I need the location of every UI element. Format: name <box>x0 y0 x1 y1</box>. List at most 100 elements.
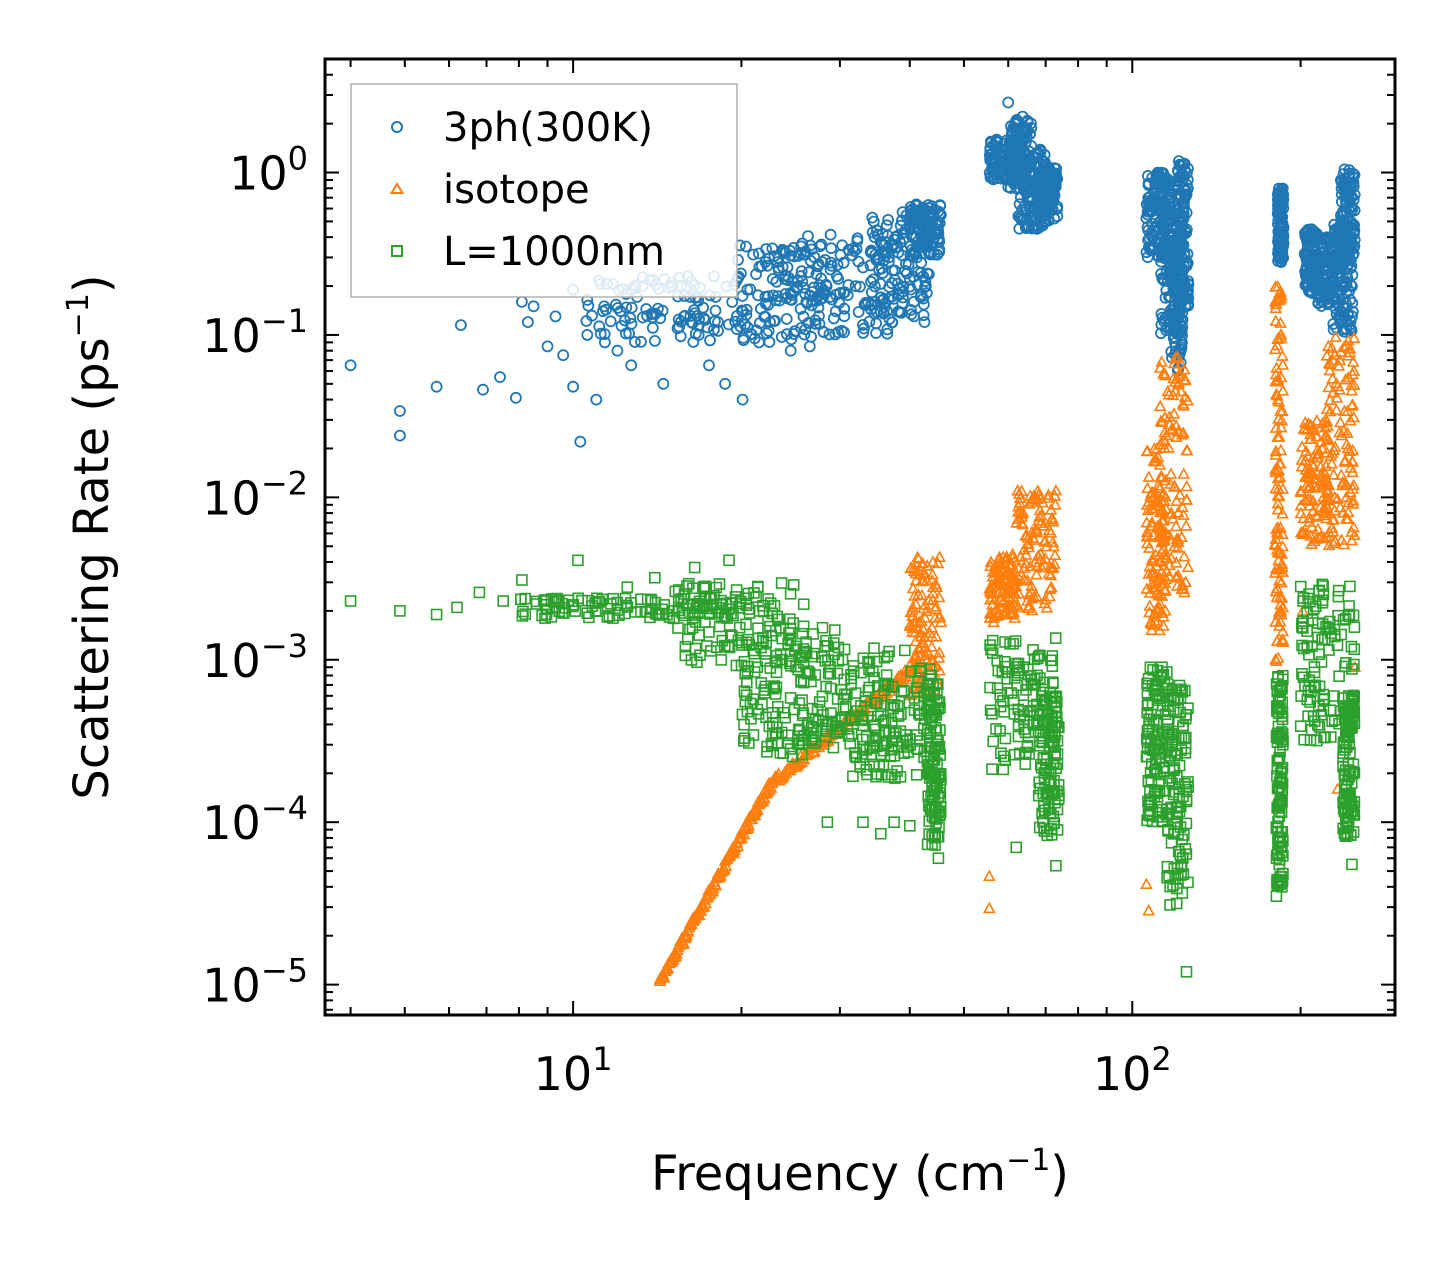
point-3ph <box>1143 191 1155 204</box>
point-isotope <box>1141 503 1155 516</box>
point-isotope <box>1274 521 1287 533</box>
point-L1000nm <box>929 839 941 851</box>
point-L1000nm <box>1150 715 1163 727</box>
point-isotope <box>1038 558 1051 570</box>
point-L1000nm <box>1298 733 1310 746</box>
point-3ph <box>1025 117 1037 130</box>
point-L1000nm <box>875 748 887 761</box>
point-L1000nm <box>809 713 822 726</box>
point-L1000nm <box>797 620 810 633</box>
point-isotope <box>1321 419 1335 431</box>
point-L1000nm <box>1175 683 1187 696</box>
point-isotope <box>911 588 925 600</box>
point-L1000nm <box>1313 700 1325 712</box>
point-L1000nm <box>1332 584 1345 597</box>
point-isotope <box>1343 342 1357 354</box>
point-L1000nm <box>1160 731 1173 743</box>
point-isotope <box>1022 599 1036 611</box>
point-L1000nm <box>905 665 918 678</box>
point-isotope <box>1317 490 1330 502</box>
point-isotope <box>925 640 938 652</box>
point-L1000nm <box>986 763 998 776</box>
point-L1000nm <box>1175 860 1187 873</box>
point-isotope <box>928 611 942 623</box>
point-L1000nm <box>1345 640 1358 653</box>
point-3ph <box>1312 296 1325 309</box>
point-isotope <box>1144 489 1157 502</box>
point-L1000nm <box>797 598 810 611</box>
point-isotope <box>1345 384 1359 396</box>
point-isotope <box>1347 364 1361 376</box>
point-3ph <box>837 256 850 269</box>
point-3ph <box>1340 246 1353 258</box>
point-3ph <box>1171 291 1184 304</box>
legend-label-L1000nm: L=1000nm <box>443 229 665 275</box>
point-3ph <box>1335 188 1348 201</box>
point-3ph <box>770 294 782 307</box>
point-L1000nm <box>1024 670 1037 682</box>
point-L1000nm <box>910 681 923 694</box>
point-isotope <box>933 646 946 658</box>
point-L1000nm <box>1032 650 1045 663</box>
point-L1000nm <box>1182 780 1194 793</box>
point-isotope <box>719 859 733 872</box>
point-L1000nm <box>820 634 832 647</box>
point-isotope <box>1346 355 1360 367</box>
point-3ph <box>1180 178 1193 191</box>
point-L1000nm <box>882 771 895 783</box>
point-isotope <box>1327 468 1341 480</box>
point-3ph <box>1276 182 1289 195</box>
point-L1000nm <box>1333 670 1345 683</box>
point-isotope <box>1025 579 1038 591</box>
point-L1000nm <box>603 610 616 622</box>
point-L1000nm <box>859 691 872 704</box>
point-L1000nm <box>1028 653 1041 666</box>
point-L1000nm <box>545 593 558 605</box>
point-3ph <box>1155 327 1167 340</box>
point-isotope <box>1013 496 1027 508</box>
point-isotope <box>1022 540 1035 553</box>
point-isotope <box>1170 494 1183 507</box>
point-isotope <box>1142 541 1156 553</box>
point-isotope <box>1164 551 1178 564</box>
point-isotope <box>1148 580 1162 592</box>
point-isotope <box>1049 498 1062 510</box>
point-L1000nm <box>1306 640 1318 652</box>
point-isotope <box>1154 530 1168 542</box>
point-isotope <box>1340 437 1354 450</box>
point-isotope <box>1272 412 1285 424</box>
y-tick-label: 10−5 <box>202 952 308 1013</box>
point-isotope <box>1268 537 1282 549</box>
point-3ph <box>908 310 920 323</box>
point-isotope <box>983 584 997 597</box>
point-3ph <box>838 326 850 339</box>
point-3ph <box>760 327 773 340</box>
point-3ph <box>594 327 607 340</box>
point-L1000nm <box>801 667 813 680</box>
point-L1000nm <box>837 703 850 715</box>
point-3ph <box>918 239 931 252</box>
point-isotope <box>1153 481 1167 493</box>
point-3ph <box>838 310 851 323</box>
point-L1000nm <box>864 704 877 717</box>
point-isotope <box>1145 515 1159 528</box>
point-L1000nm <box>1344 747 1356 759</box>
point-isotope <box>1003 590 1017 603</box>
point-L1000nm <box>928 754 941 766</box>
point-3ph <box>582 299 595 312</box>
point-L1000nm <box>687 599 700 612</box>
point-isotope <box>1034 547 1047 559</box>
point-isotope <box>1334 468 1348 480</box>
point-L1000nm <box>1180 965 1193 978</box>
point-L1000nm <box>868 719 881 732</box>
point-L1000nm <box>1144 807 1156 820</box>
point-isotope <box>982 869 996 882</box>
point-isotope <box>1272 482 1285 494</box>
point-L1000nm <box>1025 674 1038 686</box>
point-isotope <box>1271 651 1285 663</box>
point-isotope <box>1329 330 1343 343</box>
point-3ph <box>672 313 685 326</box>
point-isotope <box>731 839 745 852</box>
point-L1000nm <box>1273 832 1285 845</box>
